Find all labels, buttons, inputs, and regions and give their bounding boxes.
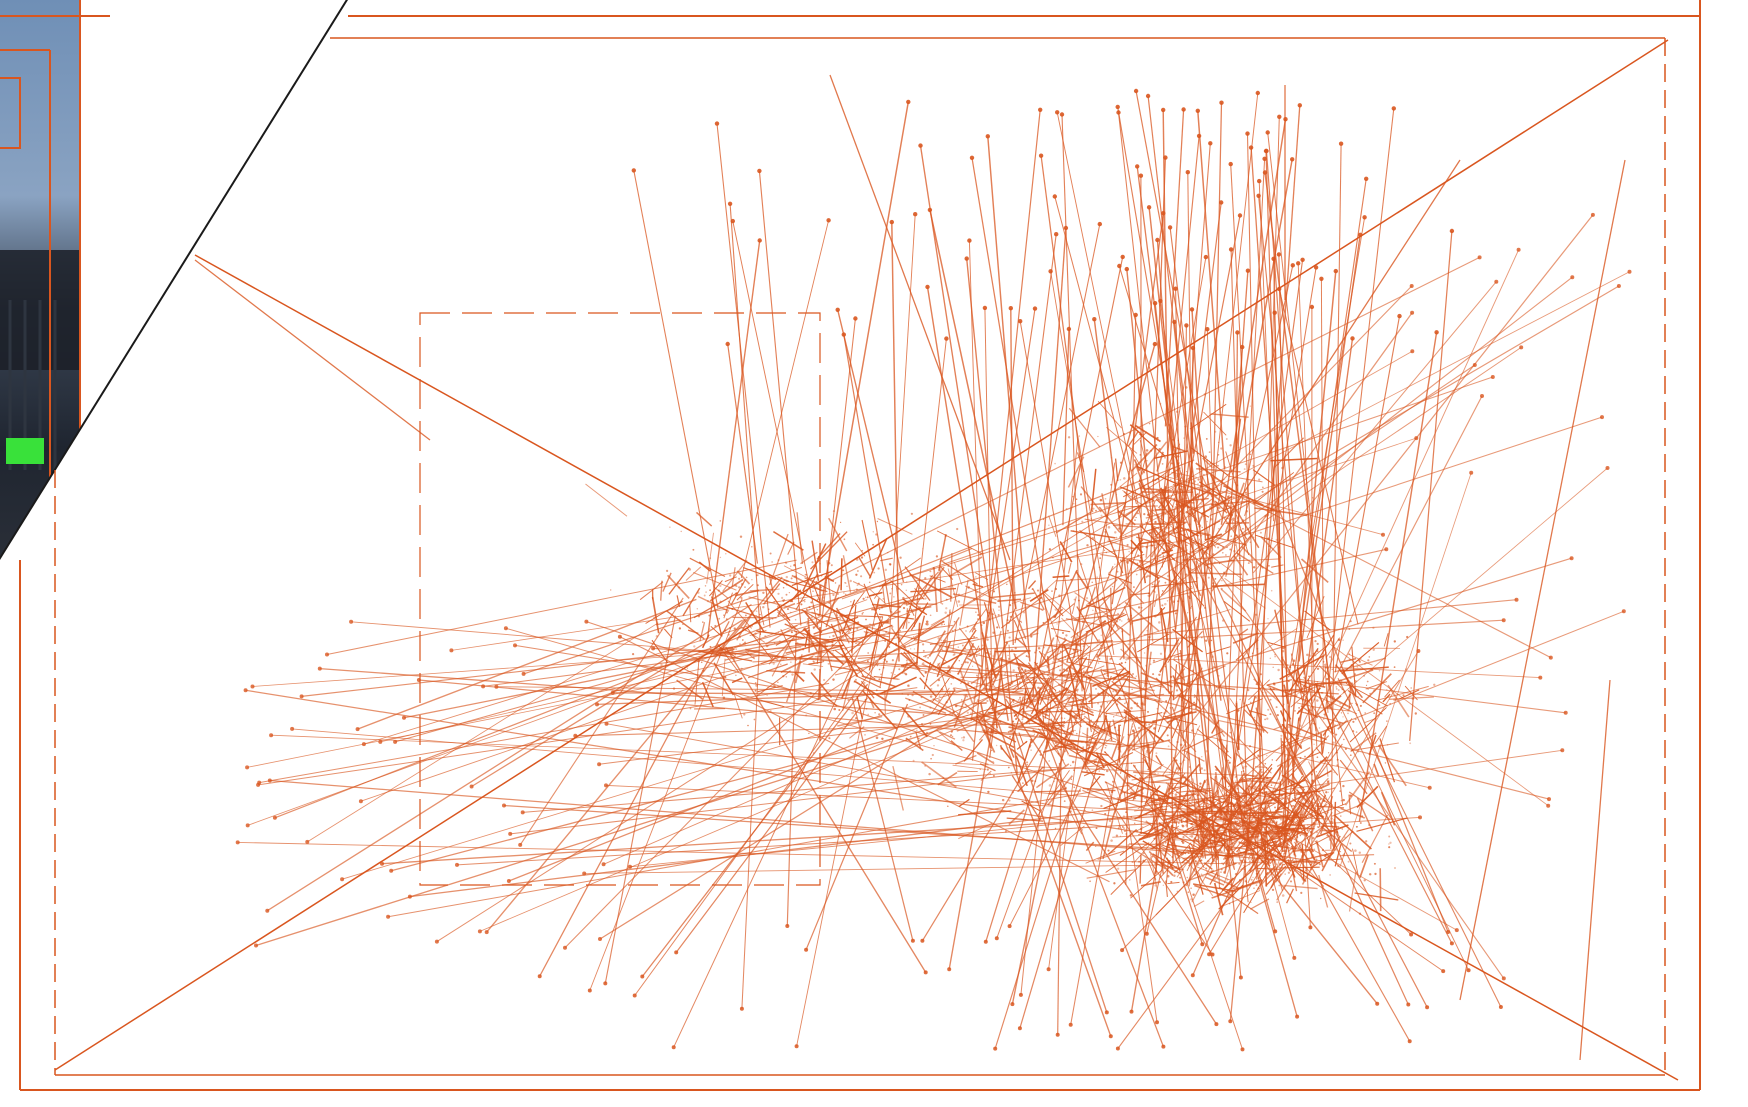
frame-lines <box>19 0 1701 1091</box>
inset-status-badge <box>6 438 44 464</box>
line-network <box>194 74 1632 1061</box>
inset-badge-text <box>10 440 46 464</box>
